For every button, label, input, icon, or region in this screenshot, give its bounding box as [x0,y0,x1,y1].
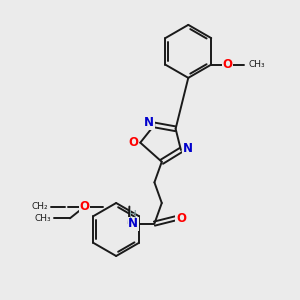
Text: CH₃: CH₃ [248,60,265,69]
Text: CH₃: CH₃ [35,214,51,223]
Text: O: O [80,200,90,213]
Text: N: N [144,116,154,129]
Text: O: O [222,58,233,71]
Text: CH₂: CH₂ [31,202,48,211]
Text: O: O [176,212,186,225]
Text: O: O [129,136,139,149]
Text: N: N [182,142,192,155]
Text: N: N [128,217,138,230]
Text: H: H [129,210,137,220]
